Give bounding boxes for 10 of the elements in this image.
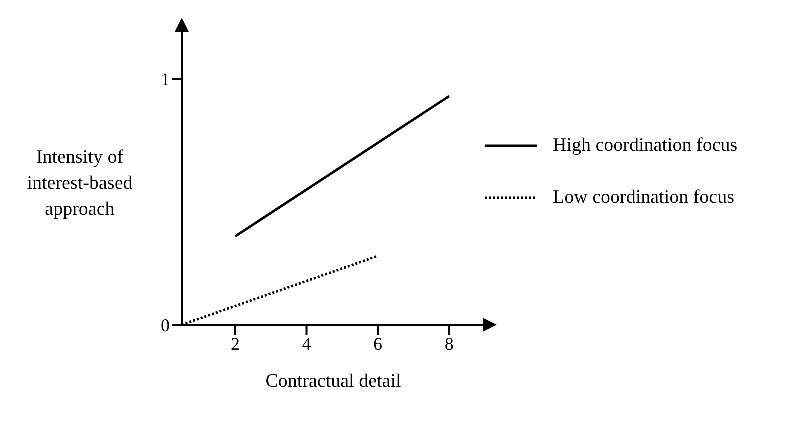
x-tick-label: 2: [230, 334, 240, 354]
legend-label: High coordination focus: [553, 135, 738, 157]
x-tick-label: 8: [444, 334, 454, 354]
y-tick-label: 1: [161, 70, 170, 90]
x-tick-label: 4: [302, 334, 312, 354]
y-axis-title: Intensity of interest-based approach: [26, 146, 134, 222]
x-tick-label: 6: [374, 334, 383, 354]
x-axis-title: Contractual detail: [266, 371, 402, 392]
legend-label: Low coordination focus: [553, 187, 735, 209]
y-tick-label: 0: [161, 315, 170, 336]
